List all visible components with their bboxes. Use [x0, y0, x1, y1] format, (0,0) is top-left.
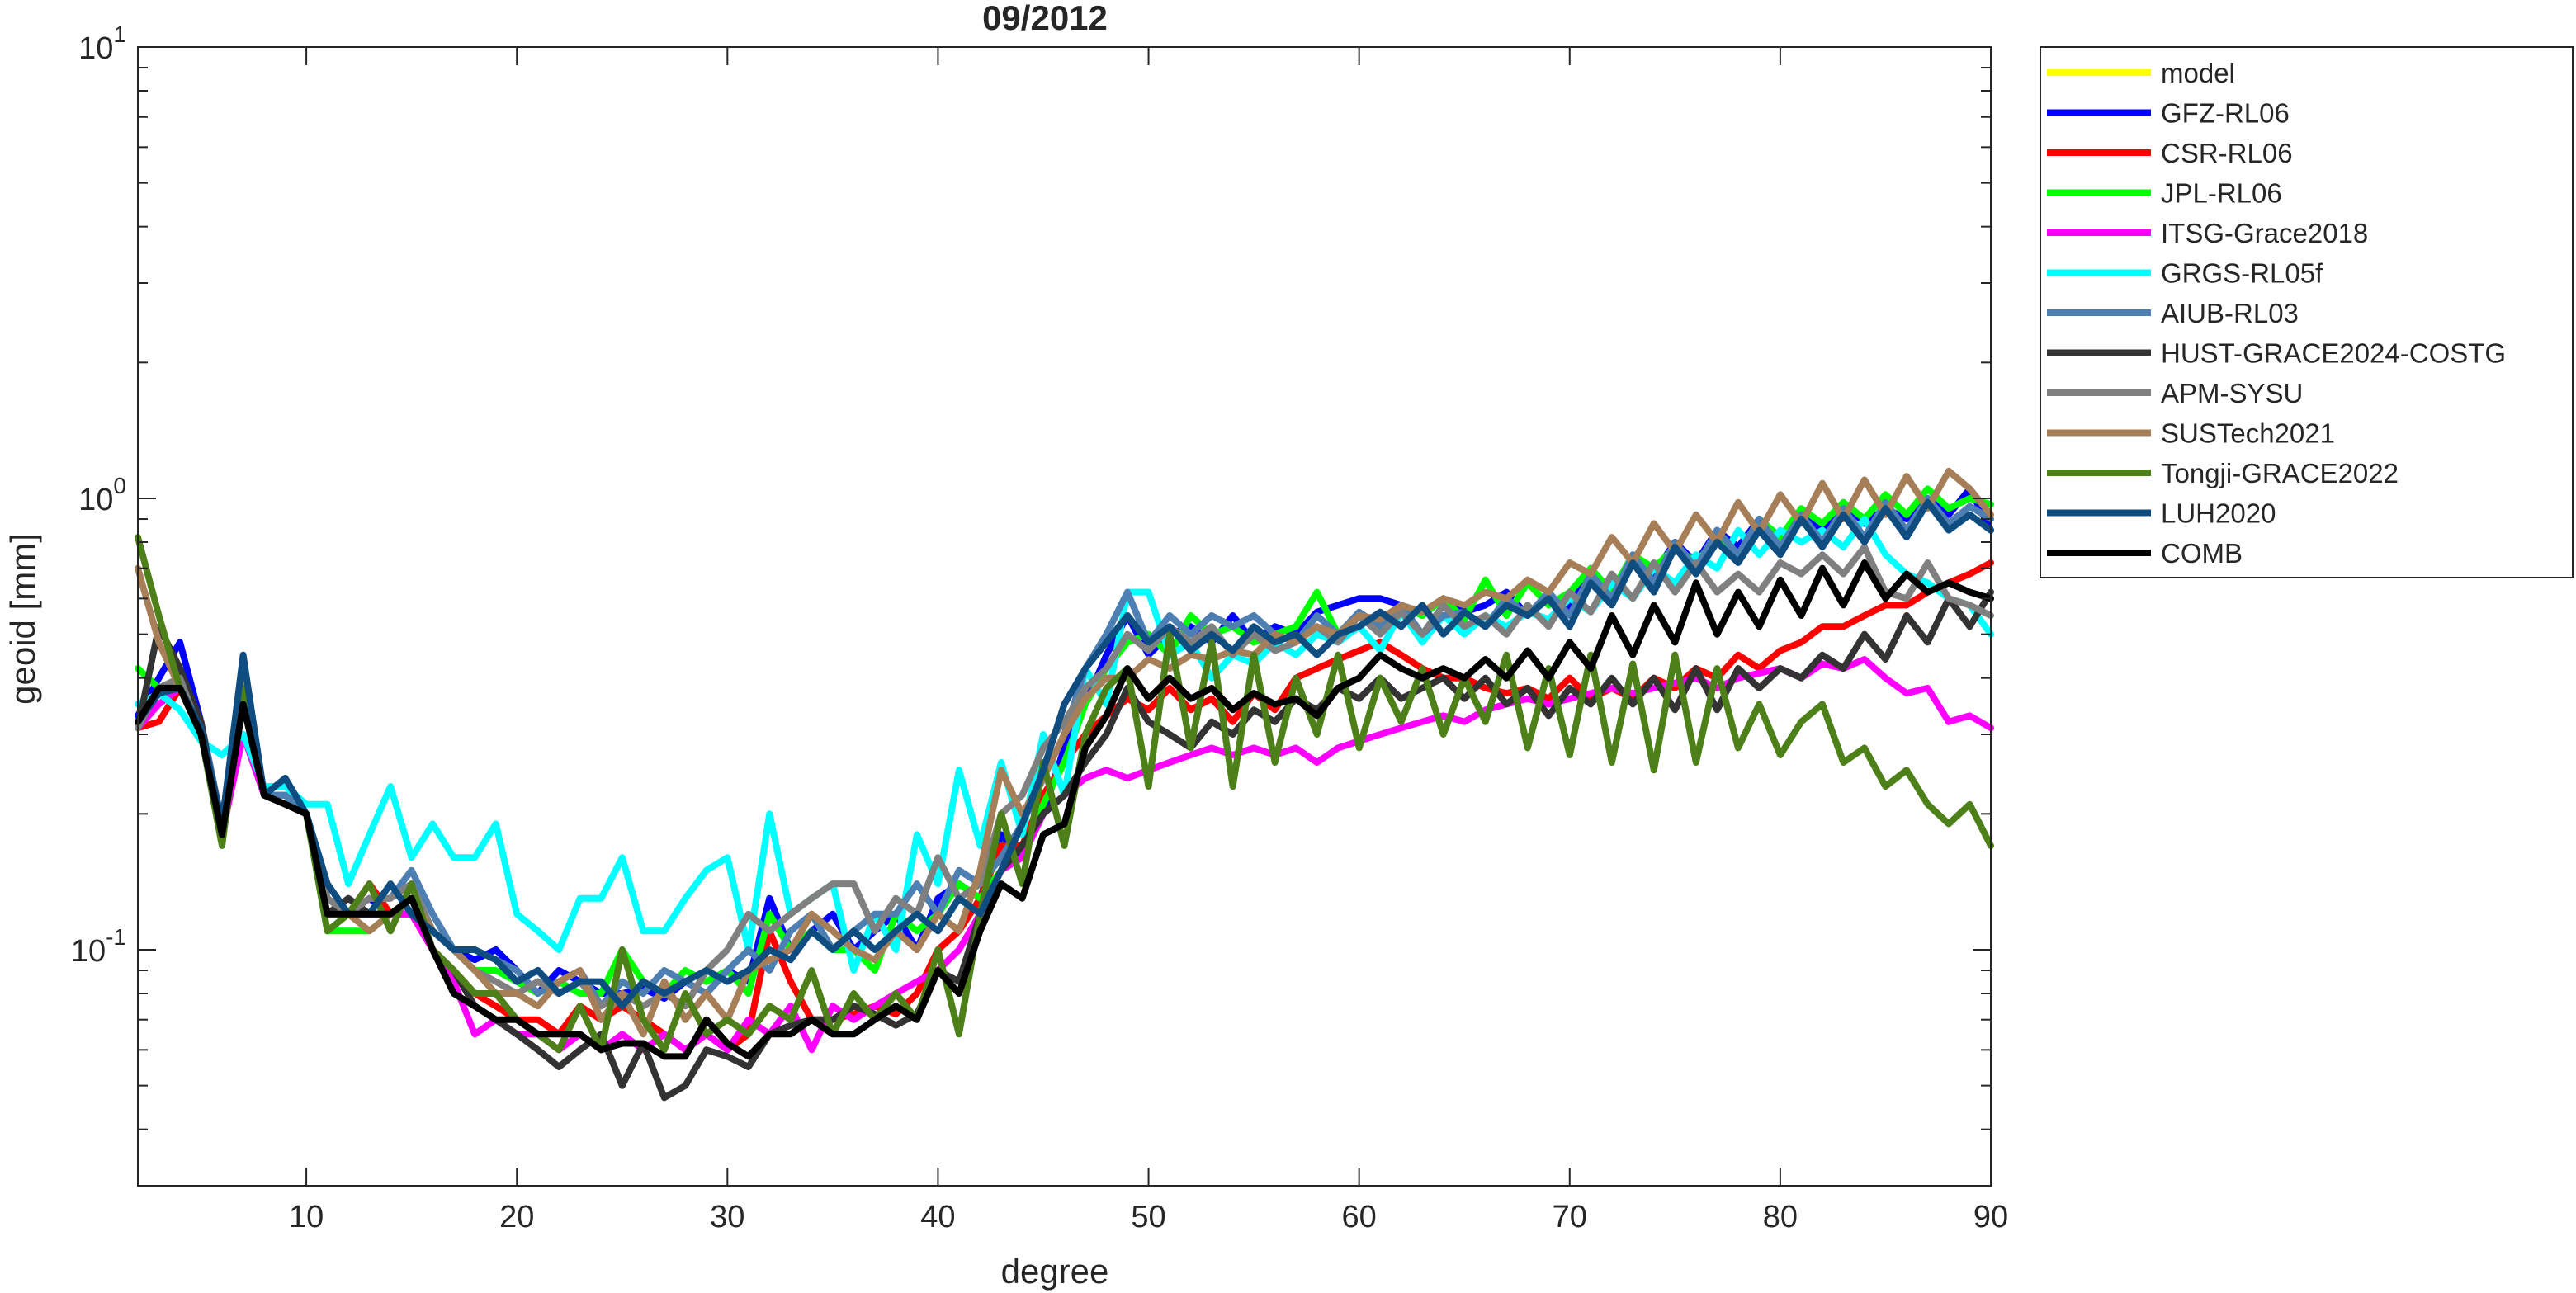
- x-tick-label: 20: [499, 1200, 534, 1234]
- y-tick-base: 10: [71, 934, 106, 969]
- series-line-luh2020: [135, 498, 1994, 1010]
- y-tick-base: 10: [78, 483, 113, 517]
- y-tick-exponent: 0: [113, 473, 126, 498]
- legend-label: LUH2020: [2161, 498, 2276, 529]
- x-axis-label: degree: [1001, 1252, 1109, 1291]
- legend-label: AIUB-RL03: [2161, 298, 2299, 328]
- x-axis: 10 20 30 40 50 60 70 80 90: [289, 47, 2008, 1234]
- legend-label: HUST-GRACE2024-COSTG: [2161, 338, 2506, 369]
- y-tick-exponent: -1: [106, 924, 126, 950]
- x-tick-label: 90: [1973, 1200, 2008, 1234]
- legend-label: CSR-RL06: [2161, 138, 2293, 168]
- legend-label: COMB: [2161, 538, 2243, 569]
- x-tick-label: 80: [1763, 1200, 1798, 1234]
- x-tick-label: 40: [920, 1200, 955, 1234]
- legend-label: ITSG-Grace2018: [2161, 218, 2368, 248]
- legend-label: SUSTech2021: [2161, 418, 2335, 449]
- legend-label: GFZ-RL06: [2161, 98, 2290, 129]
- x-tick-label: 10: [289, 1200, 324, 1234]
- x-tick-label: 60: [1342, 1200, 1377, 1234]
- x-tick-label: 70: [1553, 1200, 1587, 1234]
- legend-label: JPL-RL06: [2161, 178, 2282, 209]
- y-tick-exponent: 1: [113, 21, 126, 47]
- y-tick-label: 101: [78, 21, 126, 66]
- legend-label: GRGS-RL05f: [2161, 258, 2323, 289]
- legend-label: model: [2161, 58, 2235, 88]
- x-tick-label: 50: [1131, 1200, 1165, 1234]
- series-line-tongji-grace2022: [135, 534, 1994, 1054]
- y-tick-label: 10-1: [71, 924, 126, 969]
- legend-items: model GFZ-RL06 CSR-RL06 JPL-RL06 ITSG-Grace2…: [2047, 58, 2506, 569]
- legend-label: Tongji-GRACE2022: [2161, 458, 2399, 488]
- y-tick-label: 100: [78, 473, 126, 517]
- series-line-comb: [135, 559, 1994, 1060]
- legend: model GFZ-RL06 CSR-RL06 JPL-RL06 ITSG-Grace2…: [2040, 46, 2574, 578]
- x-tick-label: 30: [710, 1200, 744, 1234]
- plot-frame: [137, 46, 1992, 1187]
- chart-title: 09/2012: [982, 0, 1108, 37]
- y-tick-base: 10: [78, 31, 113, 66]
- legend-label: APM-SYSU: [2161, 378, 2303, 408]
- y-axis-label: geoid [mm]: [3, 533, 42, 705]
- series-layer: [135, 467, 1994, 1102]
